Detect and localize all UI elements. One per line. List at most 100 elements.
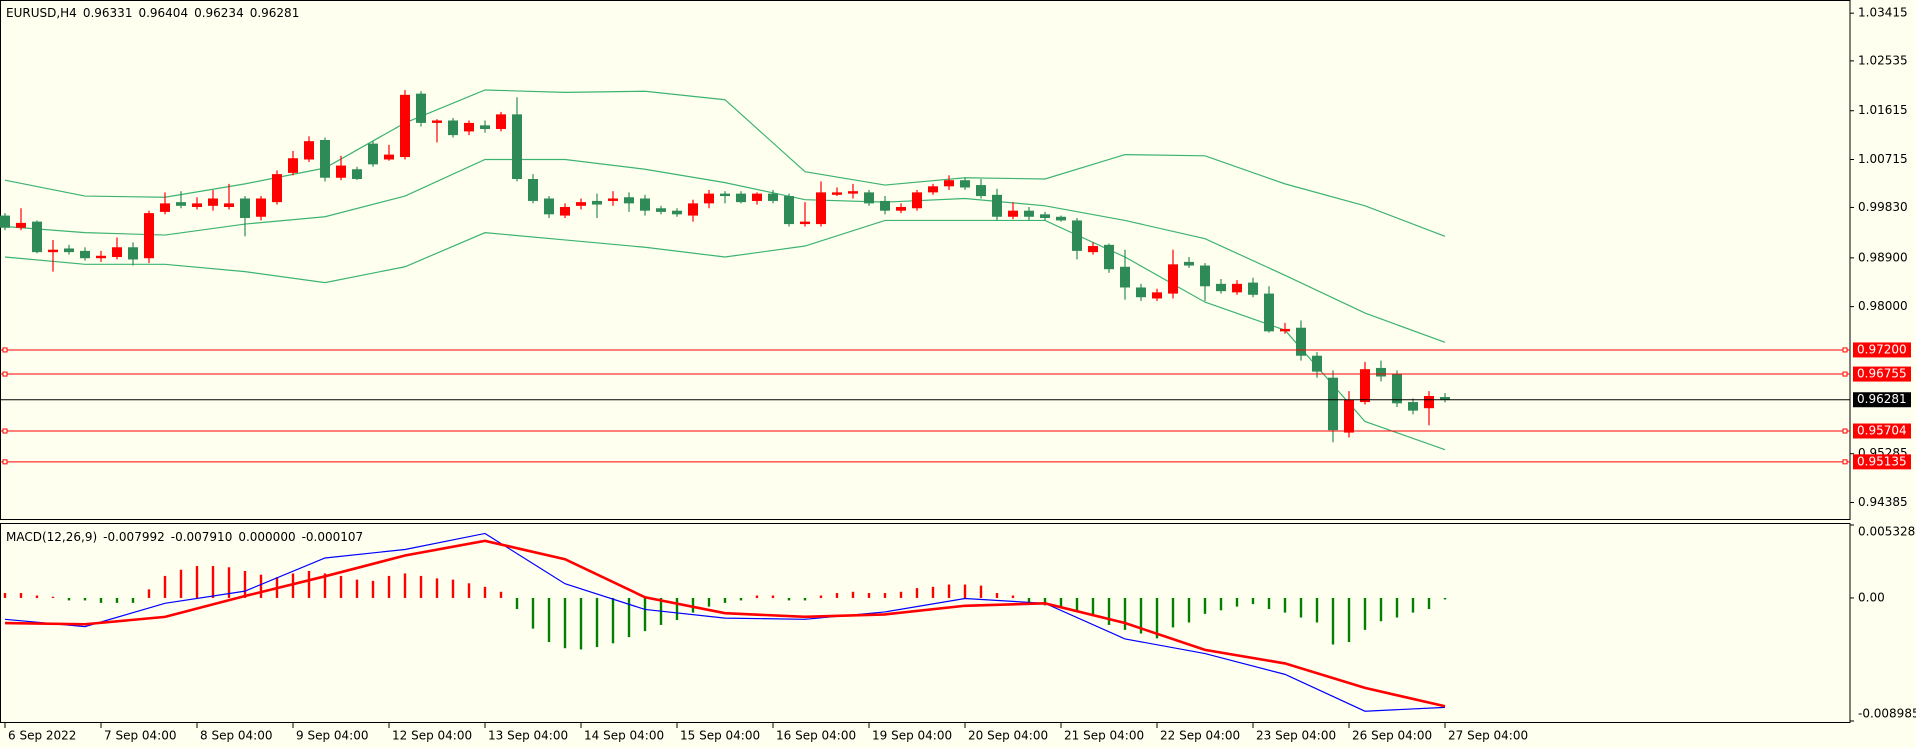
- candle-body: [544, 198, 554, 215]
- y-tick-label: 0.98900: [1858, 250, 1908, 264]
- candle-body: [832, 192, 842, 195]
- candle-body: [288, 158, 298, 173]
- candle-body: [416, 93, 426, 123]
- macd-header: MACD(12,26,9) -0.007992 -0.007910 0.000000-…: [6, 530, 363, 544]
- candle-body: [656, 208, 666, 212]
- y-tick-label: 0.94385: [1858, 495, 1908, 509]
- x-tick-label: 27 Sep 04:00: [1448, 729, 1528, 743]
- candle-body: [384, 154, 394, 160]
- candle-body: [128, 247, 138, 260]
- x-tick-label: 12 Sep 04:00: [392, 729, 472, 743]
- candle-body: [848, 191, 858, 194]
- candle-body: [1440, 397, 1450, 400]
- candle-body: [48, 249, 58, 253]
- candle-body: [1104, 244, 1114, 270]
- candle-body: [432, 120, 442, 123]
- candle-body: [1392, 374, 1402, 404]
- level-marker: [2, 459, 8, 465]
- x-tick-label: 7 Sep 04:00: [104, 729, 176, 743]
- candle-body: [1408, 402, 1418, 411]
- x-tick-label: 20 Sep 04:00: [968, 729, 1048, 743]
- x-tick-label: 19 Sep 04:00: [872, 729, 952, 743]
- candle-body: [992, 194, 1002, 217]
- candle-body: [1040, 214, 1050, 219]
- chart-header-part: 0.96404: [138, 6, 188, 20]
- y-tick-label: 0.99830: [1858, 200, 1908, 214]
- price-label: 0.96281: [1857, 392, 1907, 406]
- level-marker: [1842, 371, 1848, 377]
- candle-body: [0, 215, 10, 228]
- macd-pane: [0, 523, 1851, 723]
- macd-header-part: 0.000000: [238, 530, 295, 544]
- y-tick-label: 0.98000: [1858, 299, 1908, 313]
- candle-body: [976, 185, 986, 197]
- level-marker: [1842, 347, 1848, 353]
- y-tick-label: 0.00: [1858, 590, 1885, 604]
- x-tick-label: 15 Sep 04:00: [680, 729, 760, 743]
- candle-body: [624, 197, 634, 204]
- level-label: 0.95704: [1857, 424, 1907, 438]
- candle-body: [560, 207, 570, 216]
- macd-header-part: MACD(12,26,9): [6, 530, 97, 544]
- level-label-bg: [1853, 454, 1911, 470]
- candle-body: [1216, 283, 1226, 292]
- y-tick-label: 1.01615: [1858, 103, 1908, 117]
- candle-body: [1344, 399, 1354, 433]
- candle-body: [1248, 282, 1258, 295]
- candle-body: [16, 222, 26, 228]
- candle-body: [896, 207, 906, 211]
- candle-body: [1264, 293, 1274, 332]
- candle-body: [528, 178, 538, 201]
- candle-body: [464, 122, 474, 132]
- candle-body: [752, 193, 762, 201]
- candle-body: [672, 210, 682, 215]
- candle-body: [784, 196, 794, 225]
- candle-body: [1296, 327, 1306, 356]
- candle-body: [720, 193, 730, 197]
- candle-body: [480, 125, 490, 129]
- level-label-bg: [1853, 366, 1911, 382]
- candle-body: [768, 193, 778, 201]
- candle-body: [608, 198, 618, 201]
- candle-body: [736, 193, 746, 203]
- candle-body: [912, 192, 922, 209]
- candle-body: [256, 198, 266, 217]
- candle-body: [368, 143, 378, 165]
- candle-body: [144, 213, 154, 259]
- candle-body: [640, 198, 650, 211]
- candle-body: [576, 202, 586, 206]
- signal-line: [4, 539, 1446, 708]
- candle-body: [880, 200, 890, 211]
- level-label: 0.97200: [1857, 342, 1907, 356]
- macd-header-part: -0.007910: [171, 530, 233, 544]
- candle-body: [1024, 210, 1034, 217]
- candle-body: [32, 221, 42, 253]
- candle-body: [448, 120, 458, 136]
- level-label: 0.96755: [1857, 367, 1907, 381]
- candle-body: [592, 200, 602, 205]
- chart-header-part: 0.96331: [83, 6, 133, 20]
- macd-line: [4, 532, 1446, 712]
- candle-body: [96, 255, 106, 259]
- candle-body: [1056, 216, 1066, 221]
- chart-header-part: 0.96234: [194, 6, 244, 20]
- candle-body: [80, 250, 90, 259]
- y-tick-label: 1.00715: [1858, 152, 1908, 166]
- x-tick-label: 6 Sep 2022: [8, 729, 76, 743]
- candle-body: [64, 248, 74, 253]
- candle-body: [1312, 355, 1322, 372]
- price-label-bg: [1853, 392, 1911, 408]
- candle-body: [1120, 266, 1130, 288]
- candle-body: [496, 114, 506, 129]
- level-marker: [1842, 459, 1848, 465]
- x-tick-label: 8 Sep 04:00: [200, 729, 272, 743]
- candle-body: [352, 169, 362, 179]
- level-marker: [2, 371, 8, 377]
- band-lower: [4, 219, 1446, 451]
- candle-body: [224, 203, 234, 208]
- candle-body: [272, 174, 282, 203]
- x-tick-label: 9 Sep 04:00: [296, 729, 368, 743]
- candle-body: [192, 203, 202, 208]
- candle-body: [688, 203, 698, 216]
